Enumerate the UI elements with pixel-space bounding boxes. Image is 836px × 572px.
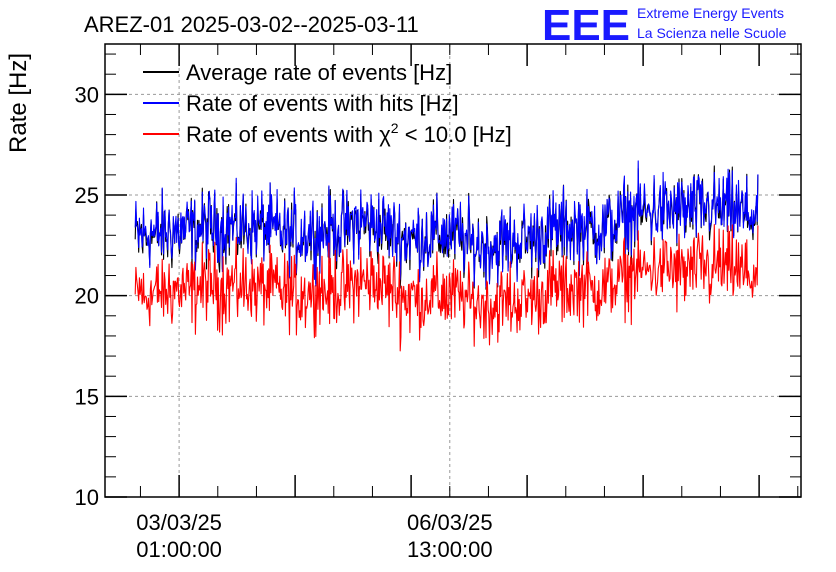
- y-tick-label: 20: [75, 284, 99, 309]
- y-tick-label: 30: [75, 82, 99, 107]
- x-tick-label-time: 01:00:00: [136, 537, 222, 562]
- y-tick-label: 25: [75, 183, 99, 208]
- eee-logo-line2: La Scienza nelle Scuole: [637, 25, 787, 41]
- x-tick-label-date: 06/03/25: [407, 510, 493, 535]
- legend-label-average: Average rate of events [Hz]: [186, 60, 452, 85]
- series-line-1: [134, 160, 759, 288]
- x-tick-label-time: 13:00:00: [407, 537, 493, 562]
- y-tick-label: 15: [75, 384, 99, 409]
- eee-logo-text: EEE: [542, 1, 630, 50]
- axis-ticks: [105, 44, 801, 498]
- eee-logo: EEE Extreme Energy Events La Scienza nel…: [542, 1, 787, 50]
- legend-label-hits: Rate of events with hits [Hz]: [186, 91, 459, 116]
- series-layer: [134, 160, 759, 352]
- eee-logo-line1: Extreme Energy Events: [637, 5, 784, 21]
- legend: Average rate of events [Hz] Rate of even…: [143, 60, 512, 147]
- legend-label-chi2: Rate of events with χ2 < 10.0 [Hz]: [186, 120, 512, 147]
- plot-frame: [104, 43, 802, 498]
- series-line-2: [134, 224, 759, 352]
- chart-title: AREZ-01 2025-03-02--2025-03-11: [84, 12, 419, 37]
- y-tick-label: 10: [75, 485, 99, 510]
- y-axis-title: Rate [Hz]: [5, 53, 32, 153]
- x-tick-label-date: 03/03/25: [136, 510, 222, 535]
